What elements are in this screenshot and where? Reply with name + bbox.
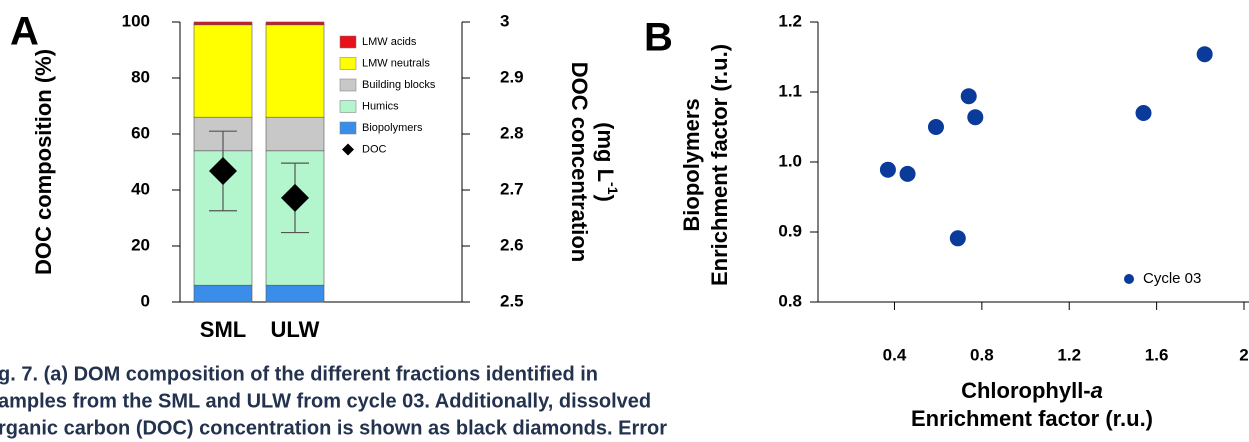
x-tick-label: SML (200, 317, 246, 342)
y-tick-label: 100 (122, 11, 150, 30)
y-tick-label: 1.2 (778, 11, 802, 30)
y-tick-label: 0 (141, 291, 150, 310)
y-axis-label: Biopolymers (679, 98, 704, 231)
scatter-point (960, 88, 977, 105)
bar-segment (265, 21, 325, 26)
legend-swatch (339, 78, 357, 92)
y-tick-label: 1.0 (778, 151, 802, 170)
x-tick-label: 0.4 (883, 345, 907, 364)
y2-tick-label: 2.5 (500, 291, 524, 310)
y2-tick-label: 3 (500, 11, 509, 30)
legend-swatch (339, 121, 357, 135)
bar-segment (265, 116, 325, 152)
y-tick-label: 20 (131, 235, 150, 254)
y-tick-label: 40 (131, 179, 150, 198)
y2-tick-label: 2.8 (500, 123, 524, 142)
x-axis-label: Chlorophyll-a (961, 378, 1103, 403)
scatter-point (927, 119, 944, 135)
label-part: Chlorophyll- (961, 378, 1091, 403)
panel-letter: A (10, 10, 39, 54)
scatter-point (949, 230, 966, 247)
y2-tick-label: 2.7 (500, 179, 524, 198)
x-tick-label: 1.6 (1145, 345, 1169, 364)
x-tick-label: ULW (271, 317, 320, 342)
legend-label: LMW acids (362, 36, 417, 48)
y-axis-label: Enrichment factor (r.u.) (707, 44, 732, 286)
scatter-point (967, 109, 984, 126)
x-tick-label: 0.8 (970, 345, 994, 364)
x-tick-label: 2 (1239, 345, 1248, 364)
bar-segment (193, 21, 253, 26)
scatter-point (899, 165, 916, 182)
y2-axis-label: DOC concentration (567, 62, 592, 262)
bar-segment (193, 24, 253, 118)
bar-segment (265, 284, 325, 303)
scatter-point (879, 161, 896, 178)
legend-marker (1124, 274, 1134, 284)
label-part: (mg L (593, 122, 618, 182)
bar-segment (193, 284, 253, 303)
legend-label: Biopolymers (362, 122, 423, 134)
y-tick-label: 80 (131, 67, 150, 86)
legend-label: Humics (362, 100, 399, 112)
y2-tick-label: 2.9 (500, 67, 524, 86)
y-axis-label: DOC composition (%) (31, 49, 56, 275)
bar-segment (265, 24, 325, 118)
y2-tick-label: 2.6 (500, 235, 524, 254)
legend-swatch (339, 100, 357, 113)
x-tick-label: 1.2 (1057, 345, 1081, 364)
x-axis-label: Enrichment factor (r.u.) (911, 406, 1153, 431)
legend-swatch (339, 57, 357, 70)
legend-label: LMW neutrals (362, 57, 430, 69)
caption-line: rganic carbon (DOC) concentration is sho… (0, 417, 667, 439)
y-tick-label: 1.1 (778, 81, 802, 100)
label-part: -1 (605, 182, 621, 195)
caption-line: g. 7. (a) DOM composition of the differe… (0, 363, 598, 385)
panel-letter: B (644, 16, 673, 60)
legend-label: Cycle 03 (1143, 270, 1201, 287)
y-tick-label: 60 (131, 123, 150, 142)
diamond-marker (209, 156, 237, 185)
y2-axis-label: (mg L-1) (593, 122, 621, 202)
legend-marker (342, 143, 354, 156)
legend-label: Building blocks (362, 79, 436, 91)
y-tick-label: 0.8 (778, 291, 802, 310)
caption-line: amples from the SML and ULW from cycle 0… (0, 390, 651, 412)
scatter-point (1135, 105, 1152, 121)
label-part: a (1091, 378, 1103, 403)
scatter-point (1196, 46, 1213, 63)
diamond-marker (281, 183, 309, 212)
label-part: ) (593, 195, 618, 202)
legend-label: DOC (362, 143, 387, 155)
y-tick-label: 0.9 (778, 221, 802, 240)
legend-swatch (339, 35, 357, 49)
